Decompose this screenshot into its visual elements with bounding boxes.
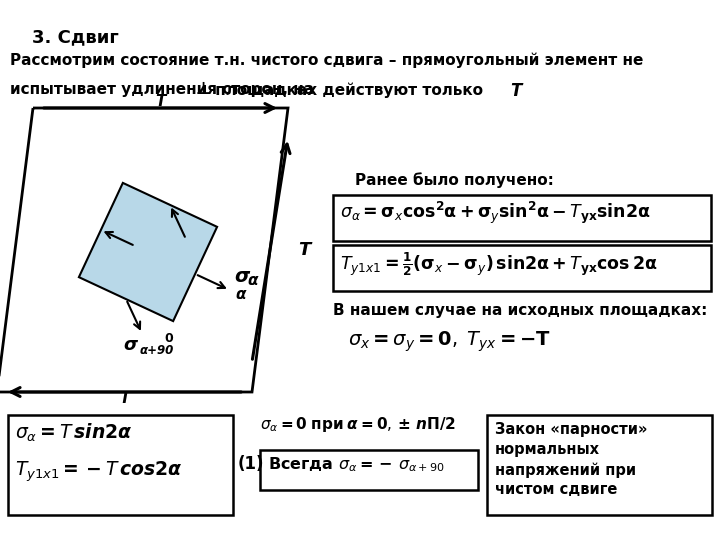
Text: α: α [235, 287, 246, 302]
Text: $\boldsymbol{\mathit{T}_{y1x1}}$$\mathbf{= \frac{1}{2}(\sigma_{\mathit{x}} - \si: $\boldsymbol{\mathit{T}_{y1x1}}$$\mathbf… [340, 250, 657, 278]
Text: Закон «парности»: Закон «парности» [495, 422, 647, 437]
Text: 3. Сдвиг: 3. Сдвиг [32, 28, 119, 46]
Text: В нашем случае на исходных площадках:: В нашем случае на исходных площадках: [333, 303, 707, 318]
Text: $\boldsymbol{\sigma_{\mathit{x}} = \sigma_{\mathit{y}} = 0,\; \mathit{T}_{yx} = : $\boldsymbol{\sigma_{\mathit{x}} = \sigm… [348, 330, 551, 354]
Text: T: T [120, 391, 130, 406]
Bar [487, 415, 712, 515]
Text: испытывает удлинения сторон, на: испытывает удлинения сторон, на [10, 82, 320, 97]
Bar [8, 415, 233, 515]
Text: $\boldsymbol{\sigma_{\alpha} = \mathit{T}\,sin2\alpha}$: $\boldsymbol{\sigma_{\alpha} = \mathit{T… [15, 422, 132, 444]
Bar [333, 195, 711, 241]
Text: Рассмотрим состояние т.н. чистого сдвига – прямоугольный элемент не: Рассмотрим состояние т.н. чистого сдвига… [10, 52, 644, 68]
Text: Ранее было получено:: Ранее было получено: [355, 172, 554, 188]
Text: $\boldsymbol{\sigma_{\alpha}}$$\mathbf{= \sigma_{\mathit{x}}cos^2\alpha + \sigma: $\boldsymbol{\sigma_{\alpha}}$$\mathbf{=… [340, 200, 651, 226]
Text: $\boldsymbol{\sigma_{\alpha}}$$\mathbf{= 0\;при\;}$$\boldsymbol{\alpha = 0, \pm\: $\boldsymbol{\sigma_{\alpha}}$$\mathbf{=… [260, 415, 456, 434]
Text: $\boldsymbol{\mathit{T}_{y1x1} = -\mathit{T}\,cos2\alpha}$: $\boldsymbol{\mathit{T}_{y1x1} = -\mathi… [15, 460, 183, 484]
Text: чистом сдвиге: чистом сдвиге [495, 482, 617, 497]
Text: нормальных: нормальных [495, 442, 600, 457]
Polygon shape [79, 183, 217, 321]
Text: T: T [156, 94, 166, 109]
Text: T: T [510, 82, 521, 100]
Text: σ: σ [123, 335, 137, 354]
Text: площадках действуют только: площадках действуют только [210, 82, 488, 98]
Text: α: α [248, 273, 258, 288]
Bar [260, 450, 478, 490]
Text: Всегда $\boldsymbol{\sigma_{\alpha} = -\,\sigma_{\alpha+90}}$: Всегда $\boldsymbol{\sigma_{\alpha} = -\… [268, 455, 445, 474]
Text: α+90: α+90 [139, 343, 174, 356]
Text: 0: 0 [164, 332, 173, 345]
Text: σ: σ [235, 267, 250, 286]
Text: ⊥: ⊥ [196, 80, 211, 98]
Bar [333, 245, 711, 291]
Text: напряжений при: напряжений при [495, 462, 636, 477]
Text: T: T [298, 241, 310, 259]
Text: (1): (1) [238, 455, 264, 473]
